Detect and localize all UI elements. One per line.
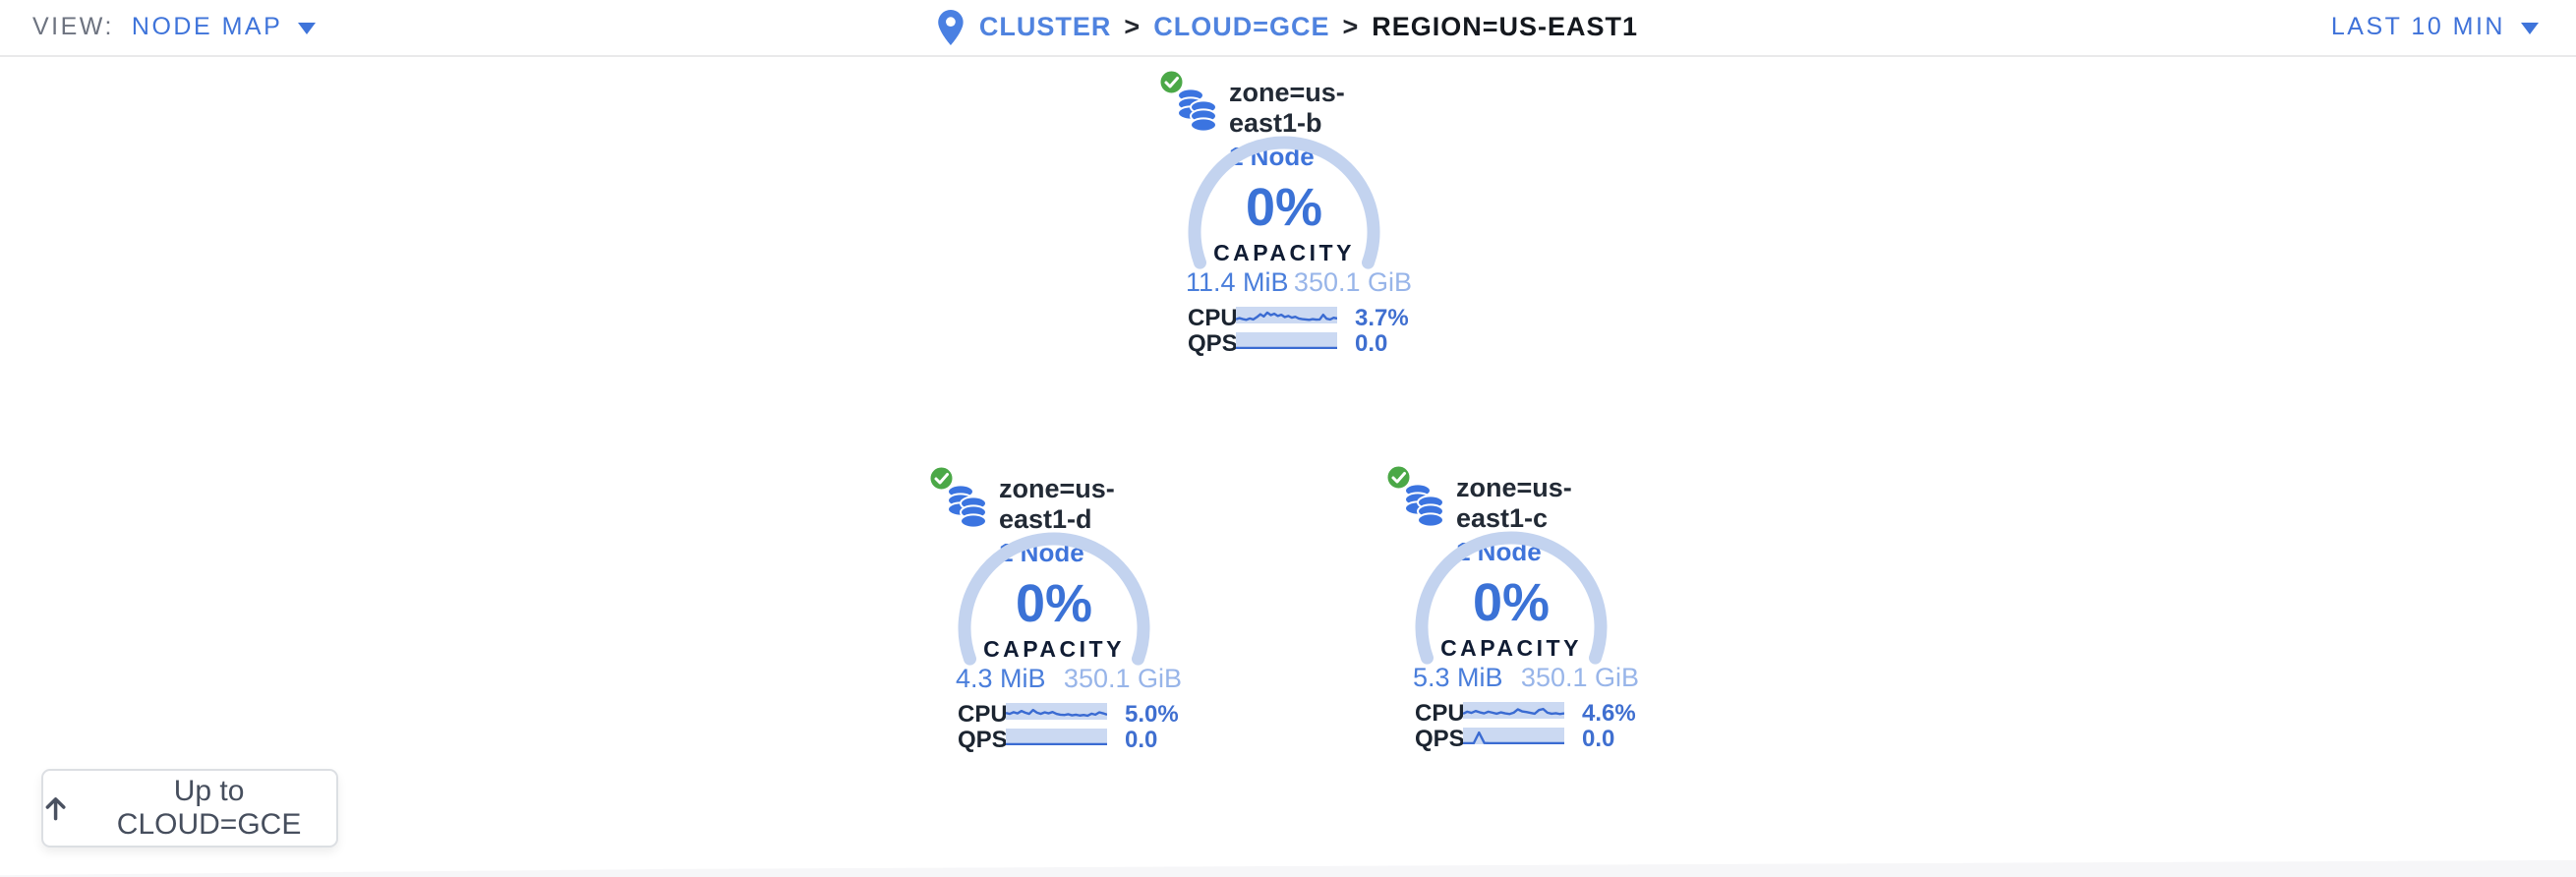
capacity-used: 4.3 MiB — [956, 664, 1046, 693]
capacity-percent: 0% — [1472, 573, 1551, 632]
zone-card-us-east1-c[interactable]: zone=us-east1-c 1 Node 0% CAPACITY 5.3 M… — [1383, 462, 1641, 752]
qps-label: QPS — [958, 727, 1008, 753]
view-value[interactable]: NODE MAP — [131, 13, 283, 40]
cpu-label: CPU — [958, 701, 1008, 728]
qps-value: 0.0 — [1582, 726, 1615, 752]
capacity-values: 11.4 MiB 350.1 GiB — [1186, 267, 1412, 298]
capacity-total: 350.1 GiB — [1063, 664, 1182, 693]
breadcrumb-separator: > — [1342, 11, 1360, 41]
capacity-percent: 0% — [1245, 178, 1323, 237]
chevron-down-icon — [298, 23, 317, 34]
node-map-canvas: zone=us-east1-b 1 Node 0% CAPACITY 11.4 … — [0, 57, 2576, 877]
breadcrumb: CLUSTER > CLOUD=GCE > REGION=US-EAST1 — [938, 8, 1638, 45]
arrow-up-icon — [45, 797, 66, 821]
capacity-used: 11.4 MiB — [1186, 267, 1289, 297]
capacity-label: CAPACITY — [1213, 240, 1355, 265]
view-picker[interactable]: VIEW: NODE MAP — [32, 13, 317, 41]
capacity-total: 350.1 GiB — [1520, 663, 1639, 692]
up-button-label: Up to CLOUD=GCE — [116, 775, 302, 841]
qps-sparkline — [1236, 332, 1337, 349]
node-group-icon — [1405, 483, 1444, 528]
qps-sparkline — [1006, 729, 1107, 745]
cpu-sparkline — [1463, 702, 1564, 719]
cpu-label: CPU — [1415, 700, 1465, 727]
cpu-value: 5.0% — [1125, 701, 1179, 728]
zone-card-us-east1-d[interactable]: zone=us-east1-d 1 Node 0% CAPACITY 4.3 M… — [926, 463, 1184, 753]
qps-value: 0.0 — [1355, 330, 1388, 357]
zone-name: zone=us-east1-d — [999, 474, 1115, 534]
qps-sparkline — [1463, 728, 1564, 744]
time-range-value[interactable]: LAST 10 MIN — [2330, 13, 2505, 40]
capacity-gauge-arc — [1415, 531, 1608, 665]
breadcrumb-region-current: REGION=US-EAST1 — [1372, 11, 1639, 41]
qps-metric-row: QPS 0.0 — [956, 727, 1184, 753]
breadcrumb-cluster[interactable]: CLUSTER — [978, 11, 1112, 41]
cpu-metric-row: CPU 3.7% — [1186, 305, 1414, 331]
time-range-picker[interactable]: LAST 10 MIN — [2331, 13, 2539, 41]
qps-value: 0.0 — [1125, 727, 1158, 753]
view-label: VIEW: — [32, 13, 114, 40]
capacity-total: 350.1 GiB — [1293, 267, 1412, 297]
capacity-gauge-arc — [1188, 136, 1380, 269]
cpu-sparkline — [1006, 703, 1107, 720]
capacity-gauge-arc — [958, 532, 1150, 666]
zone-name: zone=us-east1-c — [1456, 473, 1572, 533]
cpu-sparkline — [1236, 307, 1337, 323]
node-group-icon — [948, 484, 987, 529]
capacity-values: 4.3 MiB 350.1 GiB — [956, 664, 1182, 694]
cpu-metric-row: CPU 5.0% — [956, 701, 1184, 728]
capacity-used: 5.3 MiB — [1413, 663, 1503, 692]
zone-name: zone=us-east1-b — [1229, 78, 1345, 138]
capacity-label: CAPACITY — [983, 636, 1125, 662]
node-group-icon — [1178, 88, 1217, 133]
cpu-metric-row: CPU 4.6% — [1413, 700, 1641, 727]
healthy-check-icon — [1384, 463, 1413, 492]
zone-card-us-east1-b[interactable]: zone=us-east1-b 1 Node 0% CAPACITY 11.4 … — [1156, 67, 1414, 357]
up-to-parent-button[interactable]: Up to CLOUD=GCE — [41, 769, 338, 848]
healthy-check-icon — [927, 464, 956, 493]
healthy-check-icon — [1157, 68, 1186, 96]
breadcrumb-cloud-gce[interactable]: CLOUD=GCE — [1153, 11, 1330, 41]
qps-metric-row: QPS 0.0 — [1186, 330, 1414, 357]
location-pin-icon — [938, 10, 964, 45]
chevron-down-icon — [2521, 23, 2539, 34]
cpu-value: 3.7% — [1355, 305, 1409, 331]
cpu-value: 4.6% — [1582, 700, 1636, 727]
topbar: VIEW: NODE MAP CLUSTER > CLOUD=GCE > REG… — [0, 0, 2576, 57]
map-ground-strip — [0, 859, 2576, 877]
capacity-values: 5.3 MiB 350.1 GiB — [1413, 663, 1639, 693]
qps-label: QPS — [1415, 726, 1465, 752]
breadcrumb-separator: > — [1124, 11, 1142, 41]
capacity-label: CAPACITY — [1440, 635, 1582, 661]
capacity-percent: 0% — [1015, 574, 1093, 633]
cpu-label: CPU — [1188, 305, 1238, 331]
qps-metric-row: QPS 0.0 — [1413, 726, 1641, 752]
qps-label: QPS — [1188, 330, 1238, 357]
